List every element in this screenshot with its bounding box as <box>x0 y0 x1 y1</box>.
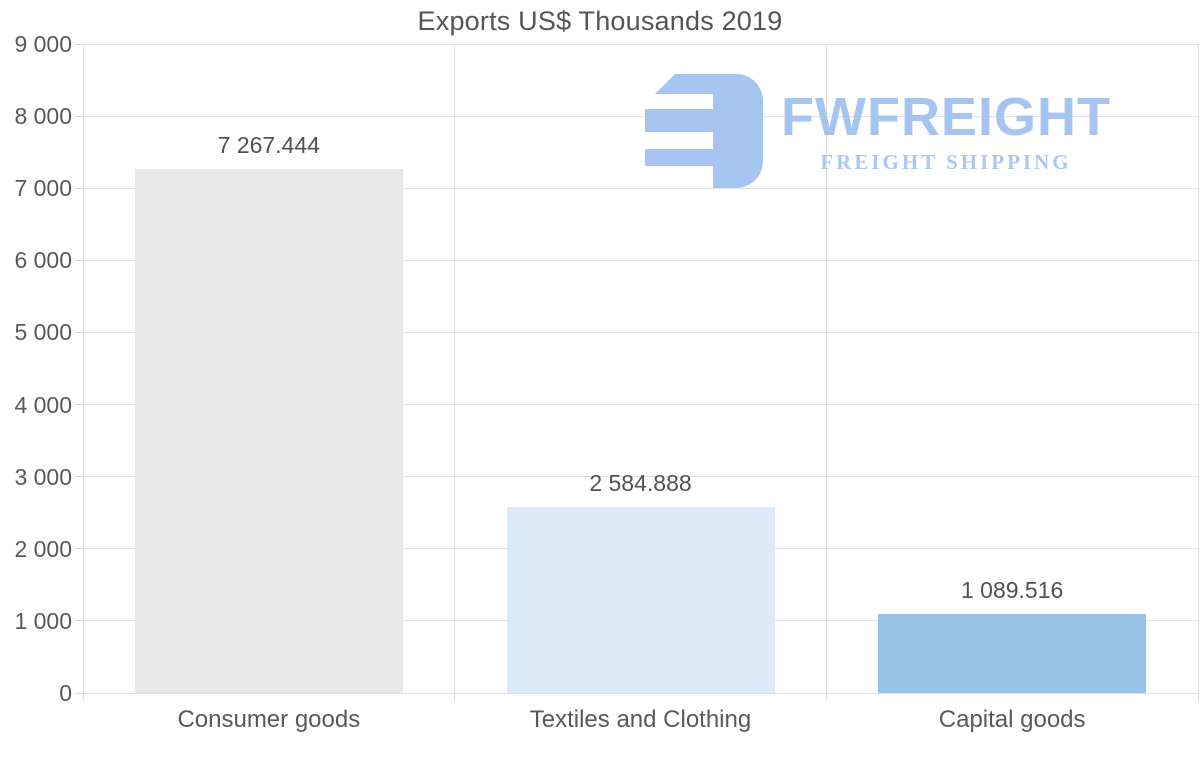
x-axis-tick <box>454 693 456 700</box>
logo-subtitle: FREIGHT SHIPPING <box>820 150 1072 174</box>
logo-title: FWFREIGHT <box>781 87 1111 147</box>
bar-value-label: 1 089.516 <box>960 577 1064 604</box>
bar-consumer-goods <box>134 168 403 693</box>
y-axis-tick <box>75 476 83 478</box>
y-axis-tick <box>75 259 83 261</box>
x-axis-tick <box>1197 693 1199 700</box>
bar-value-label: 2 584.888 <box>589 469 692 496</box>
v-gridline <box>825 44 827 693</box>
y-axis-label: 3 000 <box>14 463 72 490</box>
h-gridline <box>83 692 1198 694</box>
h-gridline <box>83 187 1198 189</box>
h-gridline <box>83 259 1198 261</box>
x-axis-tick <box>82 693 84 700</box>
y-axis-label: 1 000 <box>14 607 72 634</box>
y-axis-label: 4 000 <box>14 391 72 418</box>
h-gridline <box>83 476 1198 478</box>
y-axis-tick <box>75 115 83 117</box>
y-axis-tick <box>75 331 83 333</box>
y-axis-line <box>82 44 84 693</box>
y-axis-label: 5 000 <box>14 319 72 346</box>
y-axis-tick <box>75 548 83 550</box>
h-gridline <box>83 115 1198 117</box>
y-axis-label: 0 <box>59 680 72 706</box>
y-axis-label: 6 000 <box>14 247 72 274</box>
y-axis-tick <box>75 620 83 622</box>
fwfreight-logo: FWFREIGHT FREIGHT SHIPPING <box>645 74 1111 188</box>
y-axis-label: 7 000 <box>14 175 72 202</box>
v-gridline <box>454 44 456 693</box>
chart-title: Exports US$ Thousands 2019 <box>417 6 783 36</box>
x-axis-tick <box>825 693 827 700</box>
x-axis-label: Consumer goods <box>177 706 361 733</box>
h-gridline <box>83 43 1198 45</box>
v-gridline <box>1197 44 1199 693</box>
y-axis-tick <box>75 187 83 189</box>
bar-capital-goods <box>878 614 1147 693</box>
h-gridline <box>83 404 1198 406</box>
h-gridline <box>83 331 1198 333</box>
y-axis-tick <box>75 404 83 406</box>
y-axis-label: 2 000 <box>14 535 72 562</box>
bar-textiles-and-clothing <box>506 506 775 693</box>
y-axis-label: 8 000 <box>14 103 72 130</box>
fwfreight-logo-icon <box>645 74 763 188</box>
x-axis-label: Textiles and Clothing <box>529 706 752 733</box>
x-axis-label: Capital goods <box>938 706 1086 733</box>
y-axis-label: 9 000 <box>14 31 72 57</box>
bar-value-label: 7 267.444 <box>217 131 320 158</box>
logo-text: FWFREIGHT FREIGHT SHIPPING <box>781 74 1111 174</box>
y-axis-tick <box>75 692 83 694</box>
y-axis-tick <box>75 43 83 45</box>
